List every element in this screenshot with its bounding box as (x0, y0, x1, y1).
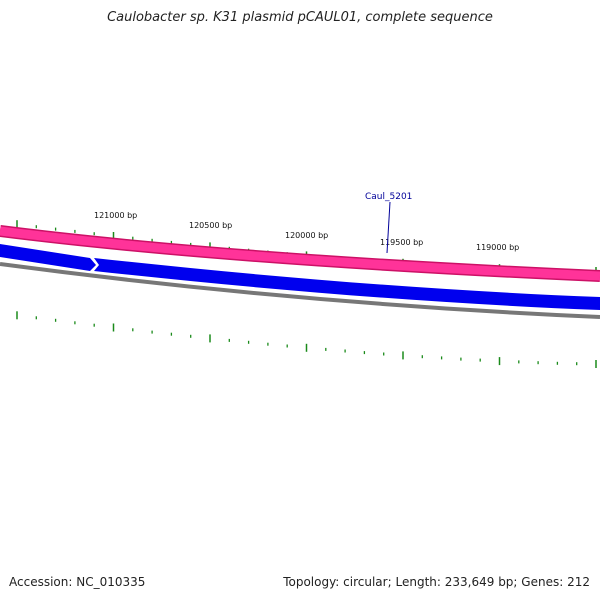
genes-label: Genes: (521, 575, 564, 589)
forward-track-fill[interactable] (0, 226, 600, 281)
position-label: 119500 bp (380, 238, 423, 247)
position-label: 121000 bp (94, 211, 137, 220)
map-title: Caulobacter sp. K31 plasmid pCAUL01, com… (107, 10, 493, 25)
gene-label-caul-5201[interactable]: Caul_5201 (365, 192, 412, 202)
accession-label: Accession: (9, 575, 73, 589)
position-label: 120000 bp (285, 231, 328, 240)
accession-value: NC_010335 (76, 575, 146, 589)
backbone-line (0, 262, 600, 319)
length-label: Length: (395, 575, 441, 589)
reverse-gene-track (0, 244, 600, 310)
length-value: 233,649 bp (444, 575, 514, 589)
position-label: 120500 bp (189, 221, 232, 230)
position-label: 119000 bp (476, 243, 519, 252)
reverse-gene-bar[interactable] (94, 258, 600, 310)
accession-info: Accession: NC_010335 (9, 575, 145, 589)
genes-value: 212 (567, 575, 590, 589)
lower-tick-row (16, 311, 597, 368)
topology-value: circular (343, 575, 388, 589)
forward-gene-track (0, 225, 600, 282)
reverse-gene-arrow[interactable] (0, 244, 96, 271)
topology-label: Topology: (283, 575, 340, 589)
gene-label-pointer (386, 201, 391, 254)
sequence-summary: Topology: circular; Length: 233,649 bp; … (283, 575, 590, 589)
